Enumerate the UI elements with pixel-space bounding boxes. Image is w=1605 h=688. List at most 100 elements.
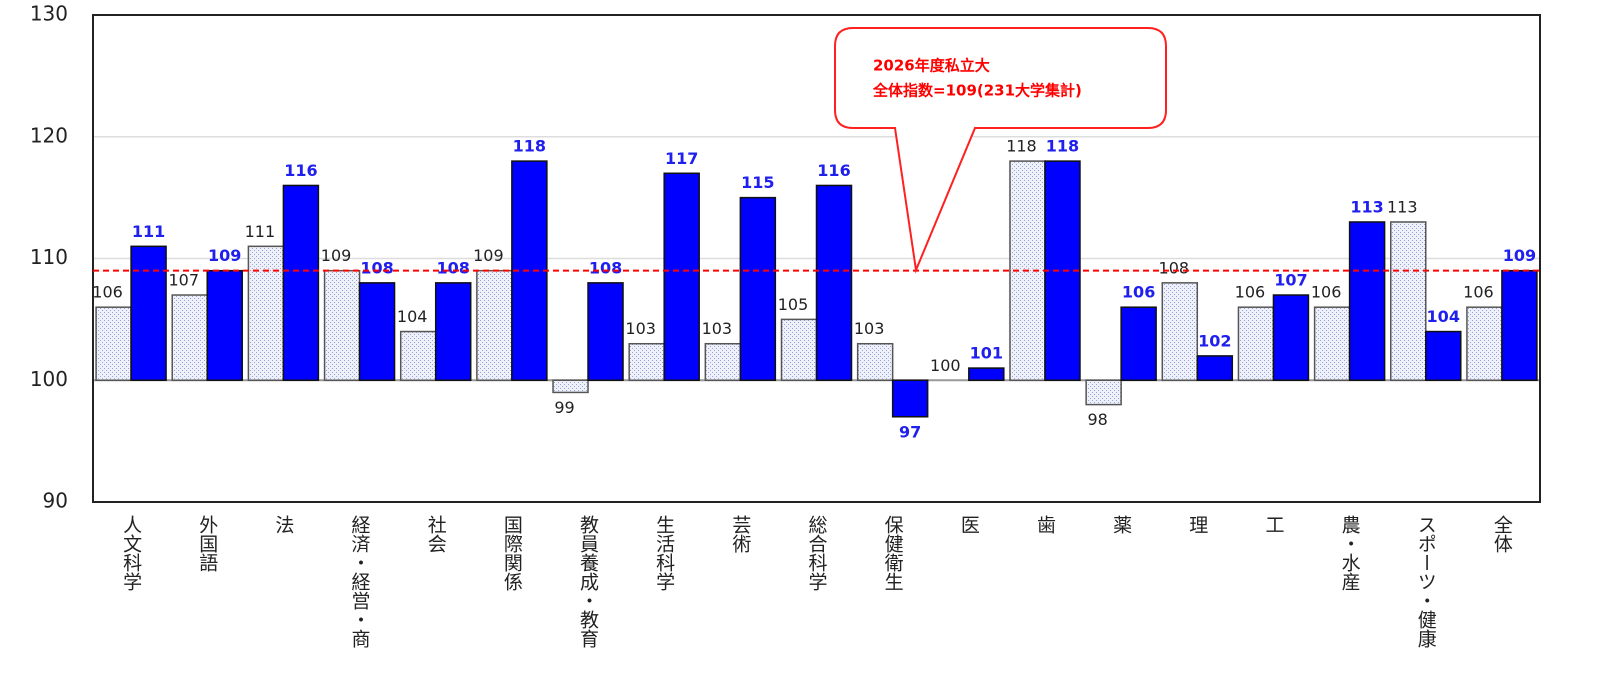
value-label: 107 [168, 271, 199, 290]
annotation: 全体指数=109(231大学集計) [872, 82, 1082, 100]
x-tick-label: 外国語 [196, 515, 218, 572]
x-tick-label: 法 [272, 515, 294, 534]
x-tick-label: 人文科学 [120, 515, 142, 591]
bar [476, 269, 513, 381]
x-tick-label: 総合科学 [806, 515, 828, 591]
value-label: 109 [208, 246, 241, 265]
bar [1161, 282, 1199, 382]
x-tick-label: 薬 [1110, 515, 1132, 534]
value-label: 97 [899, 422, 921, 441]
y-tick-label: 100 [30, 367, 68, 391]
bar [1501, 269, 1538, 381]
y-tick-label: 110 [30, 245, 68, 269]
bar [704, 342, 742, 382]
value-label: 106 [1235, 283, 1266, 302]
value-label: 103 [702, 319, 733, 338]
value-label: 113 [1387, 197, 1418, 216]
x-tick-label: 保健衛生 [882, 515, 904, 591]
value-label: 116 [284, 161, 317, 180]
x-tick-label: 経済・経営・商 [349, 515, 371, 648]
bar [130, 245, 167, 381]
bar [739, 196, 777, 381]
value-label: 108 [1159, 258, 1190, 277]
bar [1390, 221, 1427, 381]
x-tick-label: 歯 [1034, 515, 1056, 534]
value-label: 107 [1274, 271, 1307, 290]
x-tick-label: 国際関係 [501, 515, 523, 591]
bar [1120, 306, 1157, 382]
y-tick-label: 90 [43, 489, 68, 513]
x-tick-label: 工 [1262, 515, 1284, 534]
bar [663, 172, 700, 381]
value-label: 109 [1503, 246, 1536, 265]
bar [1196, 355, 1234, 381]
value-label: 99 [554, 398, 574, 417]
x-tick-label: 社会 [425, 515, 447, 553]
bar [434, 282, 472, 382]
bar [1272, 294, 1310, 381]
value-label: 113 [1350, 197, 1383, 216]
value-label: 118 [513, 137, 546, 156]
value-label: 104 [1427, 307, 1460, 326]
value-label: 105 [778, 295, 809, 314]
x-tick-label: スポーツ・健康 [1415, 515, 1437, 648]
bars [95, 160, 1538, 418]
value-label: 115 [741, 173, 774, 192]
bar [780, 318, 818, 381]
value-label: 108 [360, 258, 393, 277]
x-tick-label: 全体 [1491, 515, 1513, 553]
value-label: 116 [817, 161, 850, 180]
value-label: 101 [970, 344, 1003, 363]
bar [1348, 221, 1386, 381]
value-label: 104 [397, 307, 428, 326]
bar [1085, 379, 1122, 406]
value-label: 111 [132, 222, 165, 241]
x-tick-label: 医 [958, 515, 980, 534]
bar [323, 269, 361, 381]
bar [856, 342, 894, 382]
bar [587, 282, 624, 382]
bar [1466, 306, 1503, 382]
x-tick-label: 生活科学 [653, 515, 675, 591]
bar [1237, 306, 1275, 382]
value-label: 108 [437, 258, 470, 277]
plot-frame [92, 14, 1541, 503]
value-label: 118 [1046, 137, 1079, 156]
bar [1313, 306, 1351, 382]
bar [282, 184, 320, 381]
bar [206, 269, 243, 381]
bar [1425, 330, 1462, 381]
value-label: 100 [930, 356, 961, 375]
bar [552, 379, 589, 394]
value-label: 106 [1463, 283, 1494, 302]
bar [399, 330, 437, 381]
x-tick-label: 芸術 [729, 515, 751, 553]
x-tick-label: 理 [1186, 515, 1208, 534]
bar [358, 282, 396, 382]
bar [247, 245, 285, 381]
bar [815, 184, 853, 381]
bar [95, 306, 132, 382]
x-tick-label: 教員養成・教育 [577, 515, 599, 649]
bar [968, 367, 1005, 382]
value-label: 103 [854, 319, 885, 338]
y-tick-label: 130 [30, 2, 68, 26]
value-label: 118 [1006, 137, 1037, 156]
value-label: 109 [321, 246, 352, 265]
value-label: 106 [1311, 283, 1342, 302]
value-label: 117 [665, 149, 698, 168]
annotation: 2026年度私立大 [873, 57, 990, 75]
x-tick-label: 農・水産 [1339, 515, 1361, 591]
value-label: 103 [625, 319, 656, 338]
bar [891, 379, 929, 418]
value-label: 109 [473, 246, 504, 265]
bar [171, 294, 208, 381]
value-label: 98 [1087, 410, 1107, 429]
value-label: 102 [1198, 331, 1231, 350]
callout [834, 27, 1167, 274]
y-tick-label: 120 [30, 123, 68, 147]
value-label: 108 [589, 258, 622, 277]
bar [628, 342, 665, 382]
